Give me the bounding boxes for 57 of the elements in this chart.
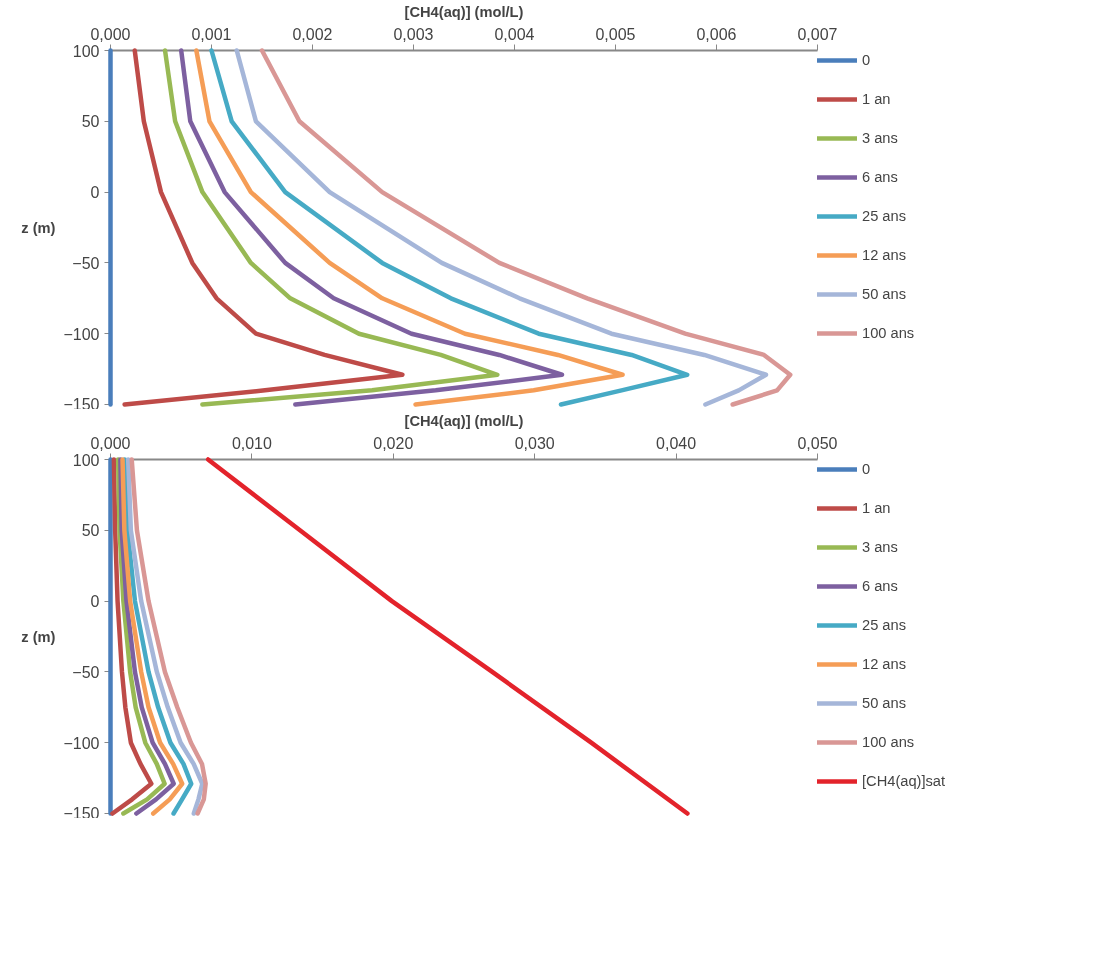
x-tick-label: 0,003 [393, 25, 434, 43]
y-tick-label: −150 [63, 804, 100, 822]
y-tick-label: −100 [63, 734, 100, 752]
x-tick-label: 0,000 [90, 434, 131, 452]
x-axis-title: [CH4(aq)] (mol/L) [404, 3, 524, 20]
legend-label: [CH4(aq)]sat [862, 773, 946, 789]
y-tick-label: 0 [90, 184, 100, 202]
y-tick-label: −150 [63, 395, 100, 413]
legend-label: 100 ans [862, 325, 915, 341]
legend-label: 0 [862, 461, 872, 477]
line-series [194, 48, 625, 407]
y-axis-title: z (m) [21, 219, 56, 236]
x-tick-label: 0,004 [494, 25, 535, 43]
line-series [118, 457, 176, 816]
line-series [162, 48, 500, 407]
legend-label: 1 an [862, 91, 891, 107]
legend-label: 6 ans [862, 169, 898, 185]
legend-label: 12 ans [862, 247, 907, 263]
legend-label: 100 ans [862, 734, 915, 750]
y-tick-label: 0 [90, 593, 100, 611]
y-tick-label: 100 [72, 42, 100, 60]
y-tick-label: 50 [81, 113, 100, 131]
x-tick-label: 0,002 [292, 25, 333, 43]
legend-label: 6 ans [862, 578, 898, 594]
x-tick-label: 0,005 [595, 25, 636, 43]
y-axis-title: z (m) [21, 628, 56, 645]
legend-label: 1 an [862, 500, 891, 516]
legend-label: 25 ans [862, 208, 907, 224]
line-series [178, 48, 565, 407]
x-tick-label: 0,050 [797, 434, 838, 452]
y-tick-label: −100 [63, 325, 100, 343]
x-tick-label: 0,007 [797, 25, 838, 43]
legend-label: 0 [862, 52, 872, 68]
line-series [108, 48, 113, 407]
legend-label: 25 ans [862, 617, 907, 633]
line-series [110, 457, 154, 816]
y-tick-label: 100 [72, 451, 100, 469]
x-tick-label: 0,040 [656, 434, 697, 452]
legend-label: 50 ans [862, 286, 907, 302]
legend-label: 12 ans [862, 656, 907, 672]
y-tick-label: 50 [81, 522, 100, 540]
x-tick-label: 0,006 [696, 25, 737, 43]
x-tick-label: 0,001 [191, 25, 232, 43]
x-tick-label: 0,020 [373, 434, 414, 452]
line-series [108, 457, 113, 816]
x-axis-title: [CH4(aq)] (mol/L) [404, 412, 524, 429]
line-series [209, 48, 690, 407]
x-tick-label: 0,000 [90, 25, 131, 43]
legend-label: 50 ans [862, 695, 907, 711]
legend-label: 3 ans [862, 130, 898, 146]
line-series [122, 48, 405, 407]
line-series [205, 457, 690, 816]
y-tick-label: −50 [72, 254, 100, 272]
legend-label: 3 ans [862, 539, 898, 555]
y-tick-label: −50 [72, 663, 100, 681]
x-tick-label: 0,030 [514, 434, 555, 452]
x-tick-label: 0,010 [231, 434, 273, 452]
